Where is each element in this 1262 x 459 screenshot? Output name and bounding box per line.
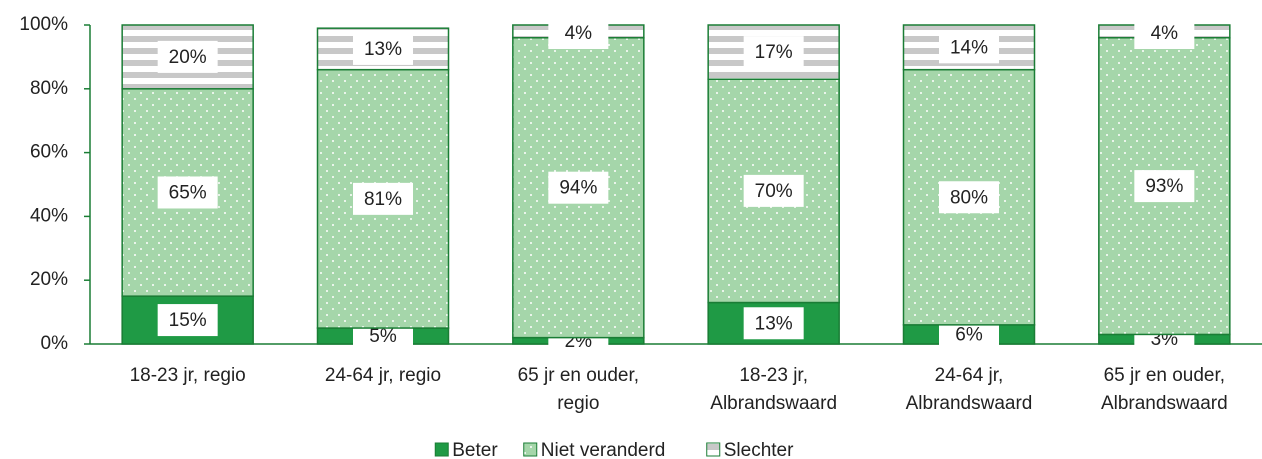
value-label-box [1134,17,1195,49]
value-label: 20% [169,47,207,68]
value-label-box [939,31,999,64]
y-tick-label: 60% [30,142,68,163]
value-label: 17% [755,42,793,63]
value-label-box [353,32,413,65]
value-label-box [353,182,413,215]
value-label: 70% [755,181,793,202]
value-label: 80% [950,187,988,208]
value-label: 15% [169,310,207,331]
legend-label: Niet veranderd [541,440,666,459]
value-label: 13% [364,39,402,60]
legend-swatch [706,442,721,457]
y-tick-label: 0% [41,333,69,354]
value-label: 65% [169,182,207,203]
legend-swatch [434,442,449,457]
value-label: 6% [955,324,983,345]
y-tick-label: 40% [30,205,68,226]
value-label-box [939,181,999,214]
value-label: 4% [565,23,593,44]
value-label-box [157,176,218,209]
value-label: 93% [1145,176,1183,197]
value-label-box [1134,170,1195,203]
x-tick-label: 18-23 jr, Albrandswaard [710,365,837,414]
y-tick-label: 100% [19,14,68,35]
x-tick-label: 24-64 jr, regio [325,365,441,386]
value-label-box [157,304,218,337]
y-tick-label: 80% [30,78,68,99]
value-label: 5% [369,326,397,347]
x-tick-label: 65 jr en ouder, Albrandswaard [1101,365,1228,414]
value-label: 13% [755,313,793,334]
legend-label: Beter [452,440,498,459]
value-label: 81% [364,189,402,210]
x-tick-label: 24-64 jr, Albrandswaard [906,365,1033,414]
value-label: 14% [950,37,988,58]
value-label: 94% [559,178,597,199]
y-tick-label: 20% [30,269,68,290]
value-label-box [743,36,804,69]
value-label-box [157,40,218,73]
x-tick-label: 65 jr en ouder, regio [518,365,639,414]
legend-swatch [523,442,538,457]
value-label-box [743,174,804,207]
value-label-box [548,171,609,204]
value-label-box [743,307,804,340]
x-tick-label: 18-23 jr, regio [130,365,246,386]
legend-label: Slechter [724,440,794,459]
value-label: 4% [1151,23,1179,44]
value-label-box [548,17,609,49]
